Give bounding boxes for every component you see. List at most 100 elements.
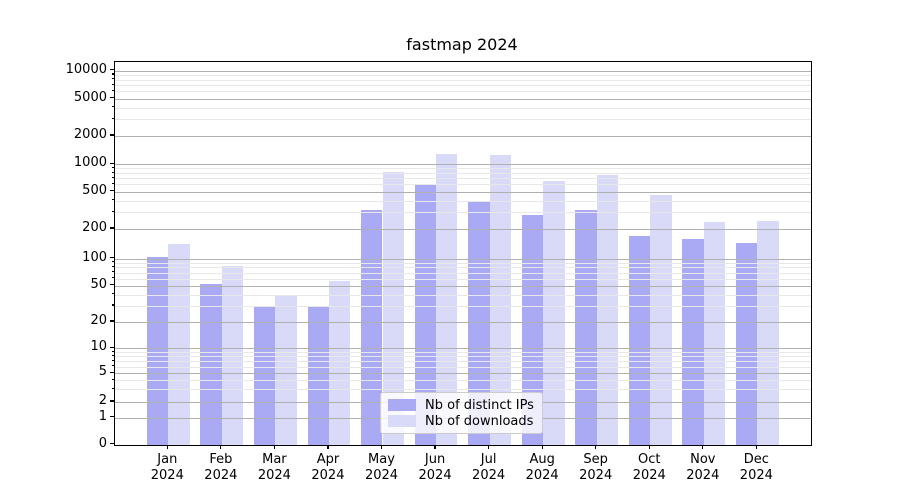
bar-distinct-ips-nov <box>682 238 704 445</box>
bar-downloads-jan <box>168 244 190 445</box>
gridline-minor <box>115 168 811 170</box>
bar-downloads-jun <box>436 153 458 445</box>
gridline-minor <box>115 389 811 391</box>
legend-item-downloads: Nb of downloads <box>388 413 535 429</box>
gridline-minor <box>115 91 811 93</box>
y-minor-tick-mark <box>111 365 114 367</box>
x-tick-mark <box>220 444 222 449</box>
gridline-minor <box>115 200 811 202</box>
gridline-major <box>115 258 811 260</box>
legend-label-distinct-ips: Nb of distinct IPs <box>425 397 534 413</box>
x-tick-label: Jul 2024 <box>472 451 506 483</box>
y-tick-mark <box>110 134 114 136</box>
y-minor-tick-mark <box>111 171 114 173</box>
x-tick-mark <box>166 444 168 449</box>
bar-downloads-feb <box>221 265 244 445</box>
gridline-major <box>115 348 811 350</box>
x-tick-label: Jun 2024 <box>418 451 452 483</box>
y-tick-label: 0 <box>98 435 107 451</box>
y-tick-mark <box>110 227 114 229</box>
x-tick-label: Mar 2024 <box>257 451 291 483</box>
bar-distinct-ips-jun <box>414 184 437 445</box>
y-tick-mark <box>110 320 114 322</box>
x-tick-mark <box>380 444 383 449</box>
y-minor-tick-mark <box>111 78 114 80</box>
gridline-major <box>115 285 811 287</box>
gridline-minor <box>115 361 811 363</box>
y-tick-mark <box>110 346 114 348</box>
y-minor-tick-mark <box>111 89 114 92</box>
y-minor-tick-mark <box>111 176 114 179</box>
gridline-minor <box>115 278 811 280</box>
x-tick-label: Oct 2024 <box>632 451 666 483</box>
y-minor-tick-mark <box>111 117 114 120</box>
y-tick-label: 50 <box>90 276 107 292</box>
gridline-major <box>115 191 811 193</box>
y-tick-label: 5 <box>98 364 107 380</box>
x-tick-label: May 2024 <box>364 451 399 483</box>
y-tick-mark <box>110 284 114 286</box>
y-minor-tick-mark <box>111 182 114 185</box>
x-tick-label: Dec 2024 <box>739 451 773 483</box>
y-tick-mark <box>110 162 114 164</box>
legend-label-downloads: Nb of downloads <box>425 413 534 429</box>
x-tick-mark <box>702 444 704 449</box>
x-tick-mark <box>541 444 543 449</box>
y-minor-tick-mark <box>111 378 114 380</box>
gridline-minor <box>115 356 811 358</box>
y-minor-tick-mark <box>111 73 114 75</box>
x-tick-mark <box>488 444 490 449</box>
y-tick-label: 500 <box>82 182 107 198</box>
y-minor-tick-mark <box>111 350 114 352</box>
y-minor-tick-mark <box>111 359 114 361</box>
gridline-minor <box>115 85 811 87</box>
y-tick-label: 10000 <box>65 61 107 77</box>
x-tick-label: Nov 2024 <box>686 451 720 483</box>
y-tick-mark <box>110 371 114 373</box>
bar-downloads-nov <box>703 222 726 445</box>
gridline-minor <box>115 79 811 81</box>
bar-downloads-sep <box>596 174 619 445</box>
bar-distinct-ips-feb <box>200 284 222 445</box>
y-minor-tick-mark <box>111 277 114 279</box>
bar-distinct-ips-mar <box>254 307 276 445</box>
y-minor-tick-mark <box>111 106 114 108</box>
y-minor-tick-mark <box>111 304 114 306</box>
y-minor-tick-mark <box>111 354 114 357</box>
gridline-minor <box>115 305 811 307</box>
x-tick-mark <box>755 444 757 449</box>
y-minor-tick-mark <box>111 293 114 295</box>
y-tick-mark <box>110 190 114 192</box>
gridline-minor <box>115 272 811 274</box>
plot-area <box>114 61 812 446</box>
bar-distinct-ips-may <box>361 210 383 445</box>
gridline-minor <box>115 212 811 214</box>
y-tick-mark <box>110 69 114 71</box>
y-tick-mark <box>110 400 114 402</box>
bar-downloads-aug <box>543 180 565 445</box>
x-tick-label: Sep 2024 <box>579 451 613 483</box>
gridline-major <box>115 164 811 166</box>
legend-swatch-downloads <box>388 415 416 427</box>
y-tick-label: 5000 <box>73 89 107 105</box>
x-tick-label: Feb 2024 <box>204 451 238 483</box>
x-tick-mark <box>434 444 436 449</box>
gridline-minor <box>115 184 811 186</box>
bar-distinct-ips-jan <box>146 257 169 445</box>
gridline-minor <box>115 107 811 109</box>
y-tick-mark <box>110 257 114 259</box>
gridline-minor <box>115 262 811 264</box>
gridline-minor <box>115 366 811 368</box>
y-tick-label: 10 <box>90 339 107 355</box>
gridline-minor <box>115 294 811 296</box>
y-minor-tick-mark <box>111 166 114 169</box>
x-tick-mark <box>273 444 275 449</box>
y-tick-label: 200 <box>82 220 107 235</box>
y-minor-tick-mark <box>111 199 114 201</box>
y-tick-mark <box>110 97 114 99</box>
gridline-minor <box>115 380 811 382</box>
bar-distinct-ips-dec <box>735 242 758 445</box>
x-tick-mark <box>327 444 329 449</box>
gridline-minor <box>115 352 811 354</box>
